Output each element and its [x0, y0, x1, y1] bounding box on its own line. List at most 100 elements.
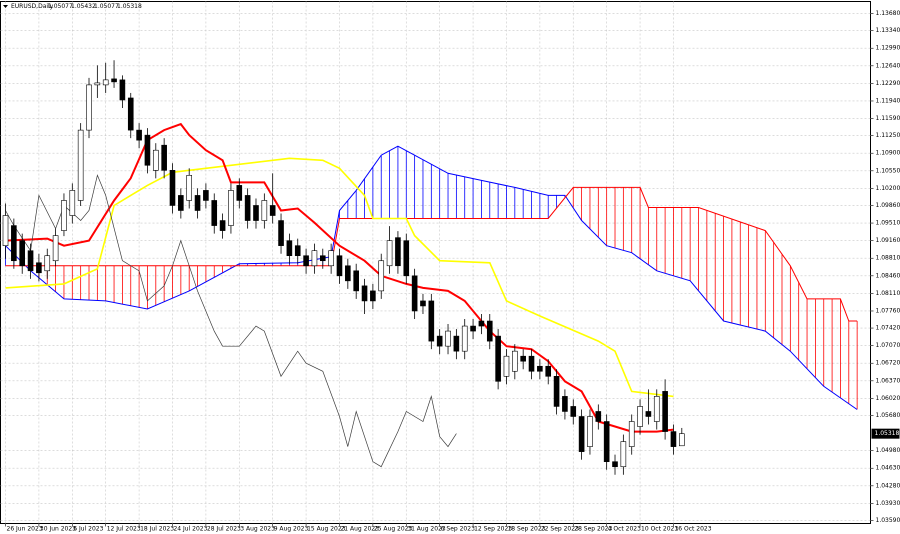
y-tick-label: 1.11590 — [876, 115, 900, 122]
candle-body — [520, 355, 526, 362]
x-tick-label: 6 Jul 2023 — [73, 526, 103, 533]
y-tick-label: 1.10200 — [876, 185, 900, 192]
candle-body — [244, 195, 251, 221]
y-tick-label: 1.10550 — [876, 167, 900, 174]
candle-body — [119, 79, 126, 101]
y-tick-label: 1.09510 — [876, 220, 900, 227]
candle-body — [411, 275, 418, 312]
candle-body — [345, 265, 351, 282]
candle-body — [603, 421, 610, 463]
y-tick-label: 1.04980 — [876, 447, 900, 454]
y-tick-label: 1.12640 — [876, 62, 900, 69]
candles — [2, 60, 685, 475]
y-tick-label: 1.12290 — [876, 80, 900, 87]
candle-body — [136, 129, 142, 141]
candle-body — [403, 240, 410, 277]
candle-body — [102, 79, 109, 86]
y-tick-label: 1.04630 — [876, 465, 900, 472]
candle-body — [111, 78, 117, 83]
x-tick-label: 9 Aug 2023 — [274, 526, 309, 533]
candle-body — [495, 335, 501, 382]
candle-body — [653, 396, 660, 422]
candle-body — [278, 220, 284, 246]
candle-body — [353, 270, 359, 292]
axes: 1.13680 1.13340 1.12990 1.12640 1.12290 1.119… — [5, 10, 900, 533]
indicator-lines — [5, 122, 858, 468]
candle-body — [336, 255, 343, 277]
y-tick-label: 1.08810 — [876, 255, 900, 262]
candle-body — [612, 461, 618, 468]
candle-body — [294, 245, 301, 257]
candle-body — [528, 355, 535, 372]
y-tick-label: 1.12990 — [876, 45, 900, 52]
candle-body — [545, 365, 552, 377]
candle-body — [203, 190, 209, 201]
candle-body — [578, 416, 585, 452]
header-open: 1.05077 — [48, 3, 73, 10]
x-tick-label: 25 Aug 2023 — [374, 526, 413, 533]
candle-body — [286, 240, 293, 257]
candle-body — [562, 396, 568, 412]
candle-body — [370, 290, 376, 302]
candle-body — [303, 255, 309, 267]
y-tick-label: 1.13340 — [876, 27, 900, 34]
y-tick-label: 1.13680 — [876, 10, 900, 17]
candle-body — [69, 190, 76, 216]
x-tick-label: 6 Sep 2023 — [441, 526, 475, 533]
y-tick-label: 1.07070 — [876, 342, 900, 349]
candle-body — [236, 185, 243, 201]
candle-body — [537, 365, 543, 372]
candle-body — [77, 129, 84, 201]
y-tick-label: 1.11940 — [876, 97, 900, 104]
x-tick-label: 12 Jul 2023 — [107, 526, 141, 533]
candle-body — [186, 175, 192, 201]
candle-body — [261, 200, 268, 221]
candle-body — [361, 285, 368, 302]
candle-body — [503, 355, 510, 377]
candle-body — [36, 262, 42, 274]
candle-body — [478, 320, 485, 327]
plot-frame — [0, 1, 871, 524]
candle-body — [127, 97, 134, 131]
candle-body — [553, 375, 560, 407]
candle-body — [386, 240, 393, 267]
header-low: 1.05077 — [94, 3, 119, 10]
x-tick-label: 28 Jul 2023 — [207, 526, 241, 533]
cloud — [5, 146, 858, 410]
candle-body — [194, 195, 201, 211]
candle-body — [94, 82, 101, 86]
y-tick-label: 1.07760 — [876, 307, 900, 314]
candle-body — [587, 416, 593, 447]
x-tick-label: 22 Sep 2023 — [541, 526, 579, 533]
candle-body — [161, 144, 167, 171]
candle-body — [470, 325, 476, 332]
x-tick-label: 15 Aug 2023 — [307, 526, 346, 533]
candle-body — [2, 215, 9, 246]
candle-body — [620, 441, 627, 468]
candle-body — [420, 300, 426, 307]
candle-body — [378, 260, 385, 292]
y-tick-label: 1.10900 — [876, 150, 900, 157]
header-close: 1.05318 — [117, 3, 142, 10]
x-tick-label: 3 Aug 2023 — [240, 526, 275, 533]
x-tick-label: 26 Jun 2023 — [7, 526, 43, 533]
candle-body — [169, 170, 176, 206]
symbol-label: EURUSD,Daily — [11, 3, 54, 10]
y-tick-label: 1.06020 — [876, 395, 900, 402]
candle-body — [453, 335, 460, 352]
indicator-line — [5, 157, 674, 398]
candle-body — [178, 195, 184, 211]
indicator-line — [5, 174, 457, 468]
x-tick-label: 18 Sep 2023 — [507, 526, 545, 533]
menu-arrow[interactable] — [3, 5, 8, 8]
candle-body — [461, 325, 468, 352]
candle-body — [486, 320, 493, 342]
candle-body — [662, 391, 668, 432]
y-tick-label: 1.11250 — [876, 132, 900, 139]
y-tick-label: 1.08110 — [876, 290, 900, 297]
x-tick-label: 16 Oct 2023 — [674, 526, 711, 533]
candle-body — [11, 225, 17, 262]
y-tick-label: 1.08460 — [876, 272, 900, 279]
candle-body — [19, 240, 26, 267]
